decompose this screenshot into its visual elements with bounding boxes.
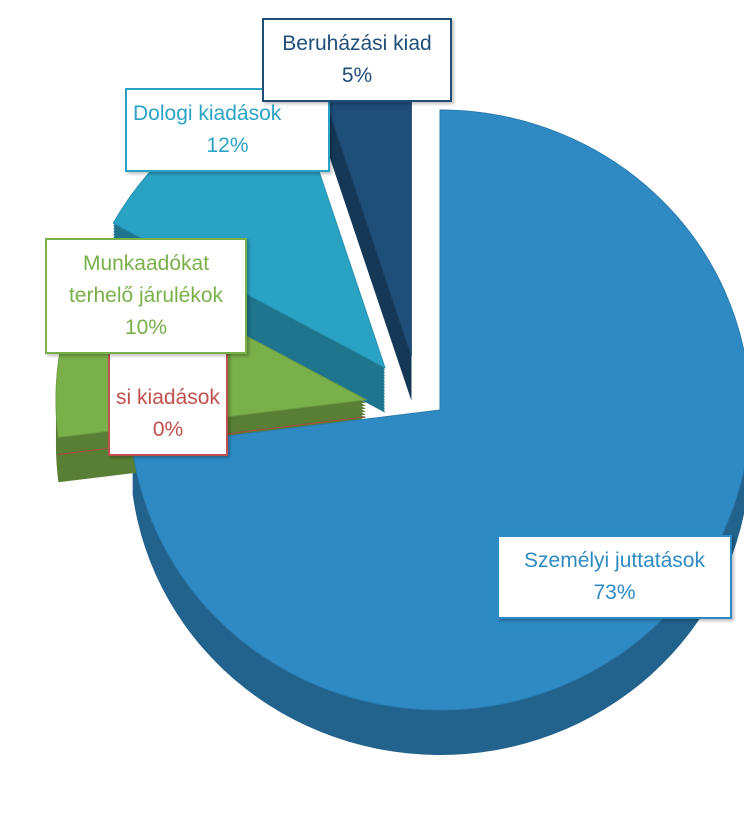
- slice-value: 5%: [341, 64, 373, 87]
- data-label: Munkaadókat terhelő járulékok 10%: [45, 238, 247, 354]
- data-label: Beruházási kiad 5%: [262, 18, 452, 102]
- slice-name: Munkaadókat terhelő járulékok: [68, 252, 224, 307]
- slice-name: Személyi juttatások: [524, 549, 705, 572]
- slice-value: 73%: [593, 581, 636, 604]
- slice-name: Beruházási kiad: [282, 32, 432, 55]
- data-label: si kiadások 0%: [108, 340, 228, 456]
- data-label: Személyi juttatások 73%: [497, 535, 732, 619]
- slice-name: si kiadások: [116, 386, 220, 409]
- slice-value: 0%: [152, 418, 184, 441]
- slice-name: Dologi kiadások: [133, 102, 282, 125]
- slice-value: 10%: [124, 316, 168, 339]
- slice-value: 12%: [206, 134, 249, 157]
- data-label: Dologi kiadások 12%: [125, 88, 330, 172]
